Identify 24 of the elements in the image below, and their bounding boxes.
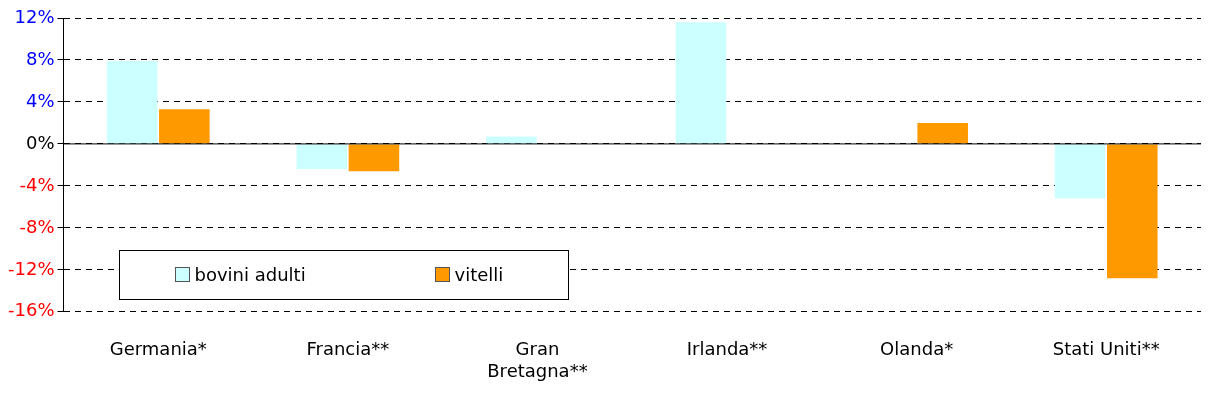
y-tick-label: -12%: [7, 257, 55, 279]
y-tick-label: -8%: [19, 215, 55, 237]
x-tick-label: Irlanda**: [686, 338, 768, 360]
y-tick-label: 8%: [25, 47, 55, 69]
bar: [675, 22, 727, 144]
bar: [159, 109, 210, 144]
y-tick-label: -4%: [19, 173, 55, 195]
x-tick-label: Stati Uniti**: [1052, 338, 1160, 360]
x-tick-label: Gran Bretagna**: [487, 338, 588, 381]
bar: [106, 61, 158, 144]
x-tick-label: Olanda*: [880, 338, 954, 360]
bar: [1106, 144, 1158, 279]
bar: [917, 122, 968, 144]
bar: [348, 144, 400, 172]
y-tick-label: 4%: [25, 89, 55, 111]
x-tick-label: Francia**: [306, 338, 390, 360]
y-tick-label: 0%: [25, 131, 55, 153]
bar: [1054, 144, 1106, 199]
bar: [296, 144, 348, 170]
x-tick-label: Germania*: [109, 338, 207, 360]
y-tick-label: -16%: [7, 299, 55, 321]
legend-label: bovini adulti: [194, 264, 306, 286]
legend-label: vitelli: [454, 264, 504, 286]
y-tick-label: 12%: [14, 5, 55, 27]
